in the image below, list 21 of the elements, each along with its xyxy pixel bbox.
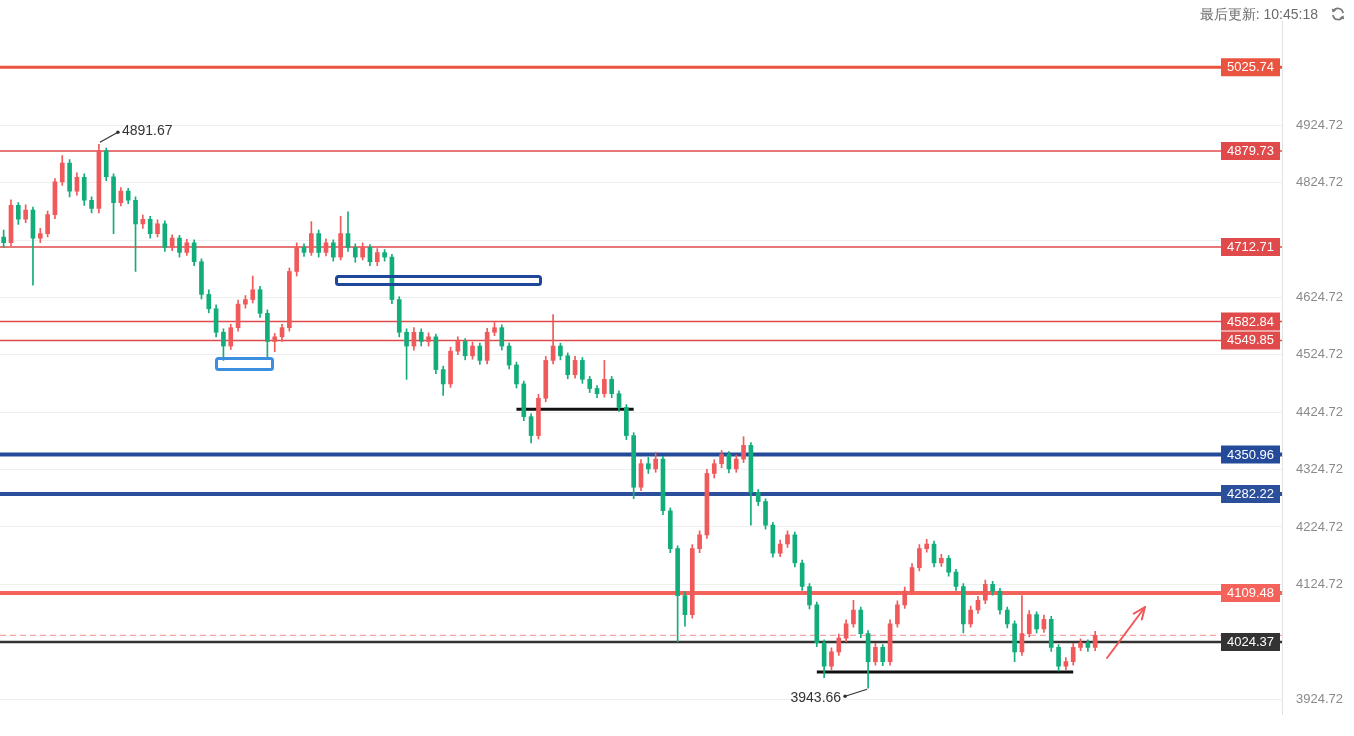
annotation: 3943.66 — [790, 689, 842, 706]
y-tick-label: 4324.72 — [1296, 461, 1343, 477]
ref-line-label: 4712.71 — [1227, 239, 1274, 255]
annotation: 最后更新: 10:45:18 — [1199, 5, 1318, 23]
ref-line-label: 4282.22 — [1227, 486, 1274, 502]
ref-line-label: 5025.74 — [1227, 59, 1274, 75]
y-tick-label: 4824.72 — [1296, 174, 1343, 190]
ref-line-label: 4350.96 — [1227, 446, 1274, 462]
ref-line-label: 4582.84 — [1227, 313, 1274, 329]
y-tick-label: 3924.72 — [1296, 690, 1343, 706]
y-tick-label: 4924.72 — [1296, 116, 1343, 132]
annotation: 4891.67 — [121, 122, 173, 139]
ref-line-label: 4549.85 — [1227, 332, 1274, 348]
ref-line-label: 4109.48 — [1227, 585, 1274, 601]
y-tick-label: 4624.72 — [1296, 289, 1343, 305]
ref-line-label: 4879.73 — [1227, 143, 1274, 159]
y-tick-label: 4224.72 — [1296, 518, 1343, 534]
ref-line-label: 4024.37 — [1227, 634, 1274, 650]
y-tick-label: 4424.72 — [1296, 403, 1343, 419]
y-tick-label: 4124.72 — [1296, 575, 1343, 591]
y-tick-label: 4524.72 — [1296, 346, 1343, 362]
